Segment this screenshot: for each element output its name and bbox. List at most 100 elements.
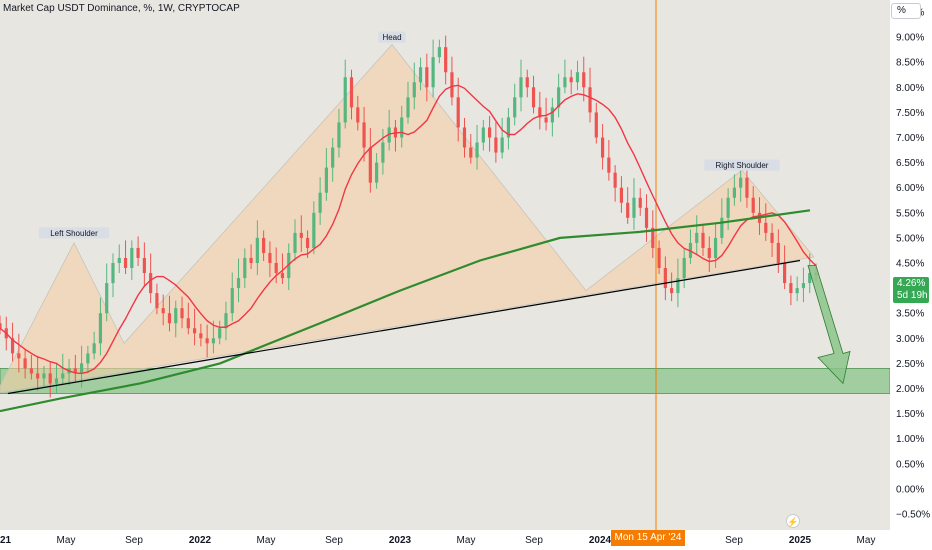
lightning-icon[interactable]: ⚡ — [786, 514, 800, 528]
x-tick-label: 2023 — [389, 535, 412, 546]
candle — [469, 133, 473, 164]
pattern-label-bg — [38, 227, 110, 239]
candle-body — [425, 67, 429, 88]
candle — [54, 362, 59, 394]
candle-body — [61, 373, 65, 379]
candle-body — [205, 338, 209, 344]
candle — [500, 117, 504, 159]
candle-body — [600, 137, 605, 158]
candle-body — [368, 147, 372, 183]
candle — [98, 297, 103, 356]
candle — [676, 258, 680, 308]
candle — [575, 60, 580, 91]
candle-body — [287, 252, 291, 279]
candle — [293, 219, 297, 261]
candle-body — [123, 257, 128, 269]
x-tick-label: May — [57, 535, 76, 546]
candle-body — [588, 87, 592, 113]
candle — [149, 253, 153, 304]
candle — [249, 244, 253, 270]
candle — [337, 108, 341, 158]
candle — [582, 56, 586, 102]
candle-body — [36, 373, 40, 379]
candle — [795, 276, 799, 302]
candle — [789, 275, 793, 306]
unit-toggle-button[interactable]: % — [891, 3, 921, 19]
pattern-label-text: Head — [382, 33, 401, 42]
candle — [663, 256, 667, 301]
candle — [36, 355, 40, 391]
candle-body — [312, 212, 316, 248]
candle — [488, 115, 492, 152]
candle — [657, 240, 661, 275]
candle-body — [167, 313, 172, 324]
y-tick-label: 8.00% — [896, 83, 924, 94]
candle-body — [293, 232, 297, 253]
candle — [192, 308, 197, 346]
candle — [23, 348, 27, 379]
candle-body — [387, 127, 391, 143]
x-tick-label: May — [257, 535, 276, 546]
candle-body — [73, 368, 77, 374]
candle — [167, 295, 172, 332]
candle — [356, 95, 360, 131]
candle-body — [695, 232, 699, 243]
candle — [287, 243, 291, 291]
candle-body — [218, 328, 222, 339]
candle — [444, 35, 448, 85]
candle — [600, 123, 605, 170]
candle — [682, 248, 686, 289]
candle-body — [343, 77, 347, 123]
candle — [17, 333, 21, 373]
candle — [619, 176, 624, 213]
candle — [180, 296, 184, 329]
candle — [776, 229, 780, 274]
y-tick-label: 5.00% — [896, 233, 924, 244]
candle — [123, 240, 128, 275]
y-tick-label: 7.50% — [896, 108, 924, 119]
candle — [331, 138, 335, 182]
y-tick-label: 4.50% — [896, 259, 924, 270]
candle-body — [356, 107, 360, 123]
candle-body — [199, 333, 203, 339]
candle-body — [80, 363, 84, 374]
ma-fast-line — [0, 84, 817, 375]
candle-body — [92, 343, 96, 354]
candle-body — [789, 283, 793, 294]
pattern-label: Left Shoulder — [38, 227, 110, 239]
pattern-label-text: Right Shoulder — [716, 161, 769, 170]
candle-body — [613, 172, 617, 188]
pattern-label: Right Shoulder — [704, 159, 780, 171]
candle-body — [362, 122, 366, 148]
candle — [550, 97, 554, 137]
x-tick-label: 2025 — [789, 535, 812, 546]
y-tick-label: 1.50% — [896, 409, 924, 420]
candle-body — [475, 142, 479, 158]
candle-body — [381, 142, 385, 163]
candle — [764, 203, 768, 241]
candle-body — [42, 373, 46, 379]
candle — [255, 220, 259, 276]
candle-body — [105, 283, 109, 314]
candle-body — [531, 87, 536, 108]
candle-body — [582, 72, 586, 88]
x-tick-label: 2021 — [0, 535, 12, 546]
candle — [538, 91, 542, 130]
y-tick-label: 9.00% — [896, 33, 924, 44]
candle-body — [808, 273, 812, 284]
y-tick-label: 6.50% — [896, 158, 924, 169]
candle-body — [23, 358, 27, 369]
y-tick-label: −0.50% — [896, 510, 930, 521]
candle-body — [230, 288, 234, 314]
candle-body — [481, 127, 485, 143]
candle-body — [192, 328, 197, 334]
candle-body — [632, 197, 636, 218]
candle — [412, 62, 416, 110]
x-tick-label: 2024 — [589, 535, 612, 546]
candle — [48, 361, 52, 398]
candle — [670, 272, 674, 302]
candle — [513, 83, 517, 126]
candle — [262, 230, 266, 261]
candle-body — [575, 72, 580, 83]
